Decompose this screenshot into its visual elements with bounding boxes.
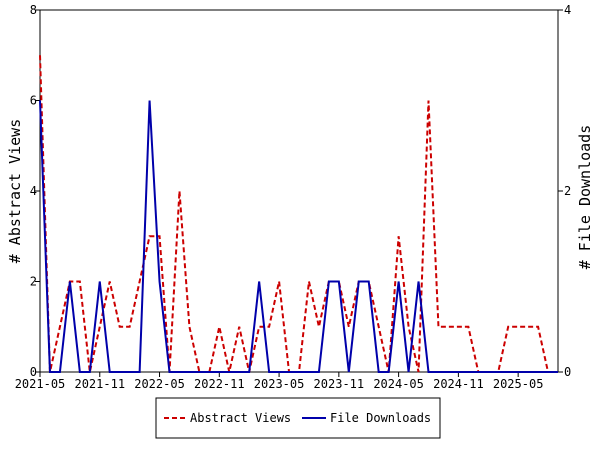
y-left-axis-title: # Abstract Views xyxy=(6,119,24,264)
y-left-axis-ticks: 0 2 4 6 8 xyxy=(30,3,40,379)
legend: Abstract Views File Downloads xyxy=(155,397,441,439)
y-right-axis-title: # File Downloads xyxy=(576,125,594,270)
x-tick-label: 2021-11 xyxy=(74,377,125,391)
x-tick-label: 2023-11 xyxy=(314,377,365,391)
x-tick-label: 2024-11 xyxy=(433,377,484,391)
y-right-tick-label: 4 xyxy=(564,3,571,17)
x-tick-label: 2025-05 xyxy=(493,377,544,391)
legend-box xyxy=(155,397,441,439)
y-right-tick-label: 2 xyxy=(564,184,571,198)
legend-label-abstract-views: Abstract Views xyxy=(190,411,291,425)
legend-label-file-downloads: File Downloads xyxy=(330,411,431,425)
y-left-tick-label: 6 xyxy=(30,94,37,108)
x-tick-label: 2022-11 xyxy=(194,377,245,391)
y-left-tick-label: 8 xyxy=(30,3,37,17)
x-tick-label: 2021-05 xyxy=(15,377,66,391)
y-right-axis-ticks: 0 2 4 xyxy=(558,3,571,379)
series-lines xyxy=(39,55,558,373)
y-left-tick-label: 2 xyxy=(30,275,37,289)
y-right-tick-label: 0 xyxy=(564,365,571,379)
x-tick-label: 2022-05 xyxy=(134,377,185,391)
x-axis-ticks: 2021-05 2021-11 2022-05 2022-11 2023-05 2023-… xyxy=(15,372,544,391)
series-line-file-downloads xyxy=(39,100,558,373)
x-tick-label: 2024-05 xyxy=(373,377,424,391)
y-left-tick-label: 0 xyxy=(30,365,37,379)
x-tick-label: 2023-05 xyxy=(254,377,305,391)
plot-area xyxy=(39,9,559,373)
y-left-tick-label: 4 xyxy=(30,184,37,198)
